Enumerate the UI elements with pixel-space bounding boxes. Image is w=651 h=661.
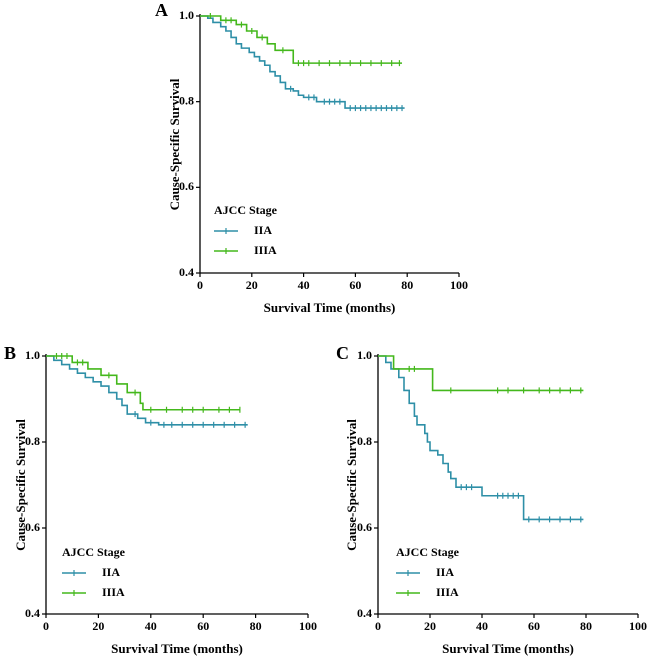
legend-title: AJCC Stage [62, 545, 126, 559]
x-axis-title: Survival Time (months) [264, 300, 396, 315]
x-tick-label: 100 [299, 619, 317, 633]
axis [45, 354, 308, 615]
y-tick-label: 0.4 [25, 606, 40, 620]
y-tick-label: 1.0 [357, 348, 372, 362]
x-tick-label: 40 [476, 619, 488, 633]
panel-label: A [155, 0, 168, 20]
legend-label: IIA [436, 565, 454, 579]
x-tick-label: 100 [629, 619, 647, 633]
x-tick-label: 80 [401, 278, 413, 292]
survival-curve [46, 355, 248, 426]
y-tick-label: 0.8 [357, 434, 372, 448]
y-axis-title: Cause-Specific Survival [13, 419, 28, 551]
x-tick-label: 60 [197, 619, 209, 633]
legend-label: IIA [102, 565, 120, 579]
x-tick-label: 20 [92, 619, 104, 633]
x-tick-label: 100 [450, 278, 468, 292]
x-tick-label: 40 [298, 278, 310, 292]
x-tick-label: 20 [246, 278, 258, 292]
legend-label: IIIA [254, 243, 277, 257]
panel-label: C [336, 343, 349, 363]
panel-label: B [4, 343, 16, 363]
axis [199, 14, 459, 274]
survival-curve [378, 355, 584, 392]
legend-label: IIIA [102, 585, 125, 599]
y-tick-label: 0.4 [179, 265, 194, 279]
x-tick-label: 20 [424, 619, 436, 633]
y-tick-label: 0.6 [179, 179, 194, 193]
x-axis-title: Survival Time (months) [442, 641, 574, 656]
y-tick-label: 0.6 [25, 520, 40, 534]
legend-label: IIIA [436, 585, 459, 599]
survival-curve [46, 355, 240, 411]
x-tick-label: 80 [250, 619, 262, 633]
survival-curve [378, 355, 584, 521]
x-tick-label: 0 [197, 278, 203, 292]
y-tick-label: 0.6 [357, 520, 372, 534]
x-tick-label: 0 [375, 619, 381, 633]
y-tick-label: 0.8 [25, 434, 40, 448]
y-tick-label: 1.0 [179, 8, 194, 22]
survival-curve [200, 15, 405, 109]
x-tick-label: 40 [145, 619, 157, 633]
y-tick-label: 1.0 [25, 348, 40, 362]
y-axis-title: Cause-Specific Survival [167, 78, 182, 210]
legend-title: AJCC Stage [396, 545, 460, 559]
x-tick-label: 60 [528, 619, 540, 633]
legend-label: IIA [254, 223, 272, 237]
legend-title: AJCC Stage [214, 203, 278, 217]
x-tick-label: 0 [43, 619, 49, 633]
y-tick-label: 0.4 [357, 606, 372, 620]
y-tick-label: 0.8 [179, 93, 194, 107]
x-tick-label: 80 [580, 619, 592, 633]
y-axis-title: Cause-Specific Survival [344, 419, 359, 551]
survival-curve [200, 15, 403, 64]
x-tick-label: 60 [349, 278, 361, 292]
x-axis-title: Survival Time (months) [111, 641, 243, 656]
